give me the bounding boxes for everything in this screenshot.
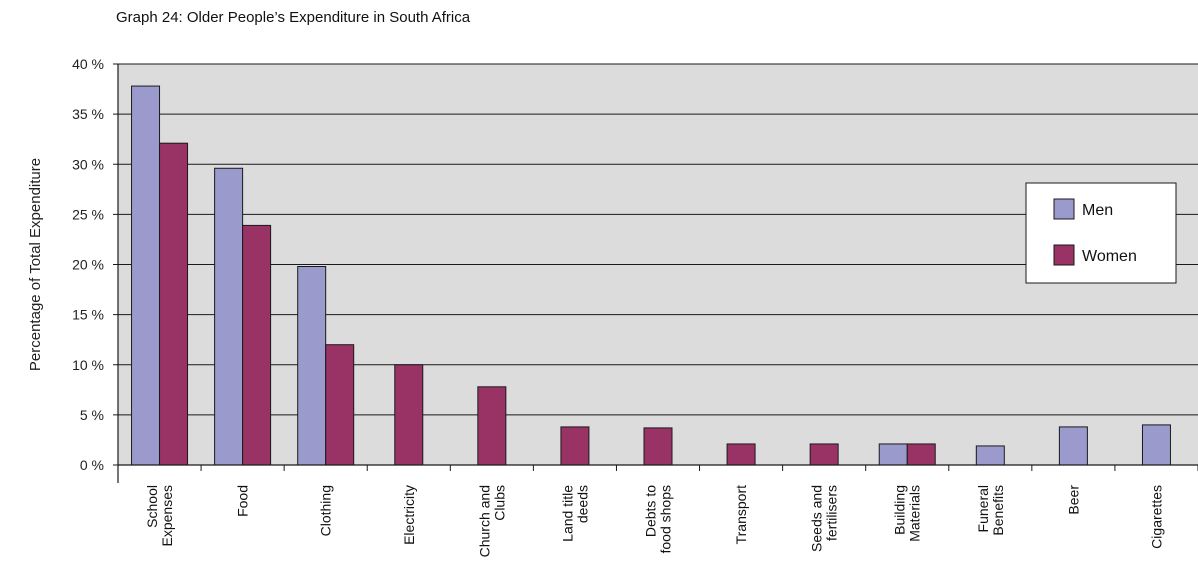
x-category-label: Cigarettes [1148, 485, 1164, 549]
legend-swatch-men [1053, 198, 1075, 220]
bar-women [242, 224, 272, 466]
bar-women [809, 443, 839, 466]
y-tick-label: 40 % [72, 56, 104, 72]
legend: Men Women [1025, 182, 1177, 284]
y-tick-label: 25 % [72, 206, 104, 222]
bar-women [325, 344, 355, 466]
x-category-label-line: Transport [733, 485, 749, 545]
x-category-label-line: Church and [476, 485, 492, 557]
bar-men [214, 167, 244, 466]
x-category-label: Debts to food shops [643, 485, 674, 554]
bar-men [1058, 426, 1088, 466]
legend-label-women: Women [1082, 248, 1137, 265]
x-category-label-line: Land title [559, 485, 575, 542]
x-axis-category-labels: School Expenses Food Clothing Electricity Chu… [144, 485, 1164, 558]
bar-women [159, 142, 189, 466]
x-category-label-line: Materials [907, 485, 923, 542]
x-category-label: Church and Clubs [476, 485, 507, 557]
chart-title: Graph 24: Older People’s Expenditure in … [116, 9, 471, 26]
bar-men [297, 266, 327, 466]
x-category-label: Building Materials [892, 485, 923, 542]
x-category-label: Clothing [318, 485, 334, 536]
x-category-label-line: Seeds and [809, 485, 825, 552]
y-tick-label: 20 % [72, 257, 104, 273]
x-category-label-line: Clubs [491, 485, 507, 521]
x-category-label: Food [235, 485, 251, 517]
x-category-label: Funeral Benefits [975, 485, 1006, 536]
x-category-label-line: Food [235, 485, 251, 517]
x-category-label-line: fertilisers [824, 485, 840, 541]
y-axis-ticks: 0 % 5 % 10 % 15 % 20 % 25 % 30 % 35 % 40 % [72, 56, 118, 473]
x-category-label-line: deeds [574, 485, 590, 523]
x-category-label: Beer [1065, 485, 1081, 515]
y-tick-label: 5 % [80, 407, 104, 423]
x-category-label: Land title deeds [559, 485, 590, 542]
bar-women [726, 443, 756, 466]
x-category-label-line: Expenses [159, 485, 175, 546]
x-category-label: Seeds and fertilisers [809, 485, 840, 552]
y-tick-label: 15 % [72, 307, 104, 323]
x-category-label-line: Clothing [318, 485, 334, 536]
bar-women [477, 386, 507, 466]
x-category-label-line: Beer [1065, 485, 1081, 515]
x-category-label-line: Benefits [990, 485, 1006, 536]
x-category-label-line: Building [892, 485, 908, 535]
legend-swatch-women [1053, 244, 1075, 266]
x-category-label-line: Electricity [401, 485, 417, 545]
x-category-label: Transport [733, 485, 749, 545]
x-category-label-line: Debts to [643, 485, 659, 537]
y-tick-label: 30 % [72, 156, 104, 172]
bar-women [394, 364, 424, 466]
axes [117, 64, 1198, 483]
y-axis-label: Percentage of Total Expenditure [27, 158, 44, 371]
bar-women [643, 427, 673, 466]
y-tick-label: 35 % [72, 106, 104, 122]
x-category-label-line: Cigarettes [1148, 485, 1164, 549]
bar-men [131, 85, 161, 466]
gridlines [118, 63, 1198, 416]
bar-women [560, 426, 590, 466]
y-tick-label: 0 % [80, 457, 104, 473]
bars [131, 85, 1171, 466]
legend-box [1025, 182, 1177, 284]
bar-men [878, 443, 908, 466]
legend-label-men: Men [1082, 202, 1113, 219]
y-tick-label: 10 % [72, 357, 104, 373]
x-category-label: Electricity [401, 485, 417, 545]
bar-men [1141, 424, 1171, 466]
bar-men [975, 445, 1005, 466]
bar-women [906, 443, 936, 466]
x-category-label-line: Funeral [975, 485, 991, 532]
x-category-label-line: School [144, 485, 160, 528]
x-category-label-line: food shops [658, 485, 674, 554]
x-category-label: School Expenses [144, 485, 175, 546]
